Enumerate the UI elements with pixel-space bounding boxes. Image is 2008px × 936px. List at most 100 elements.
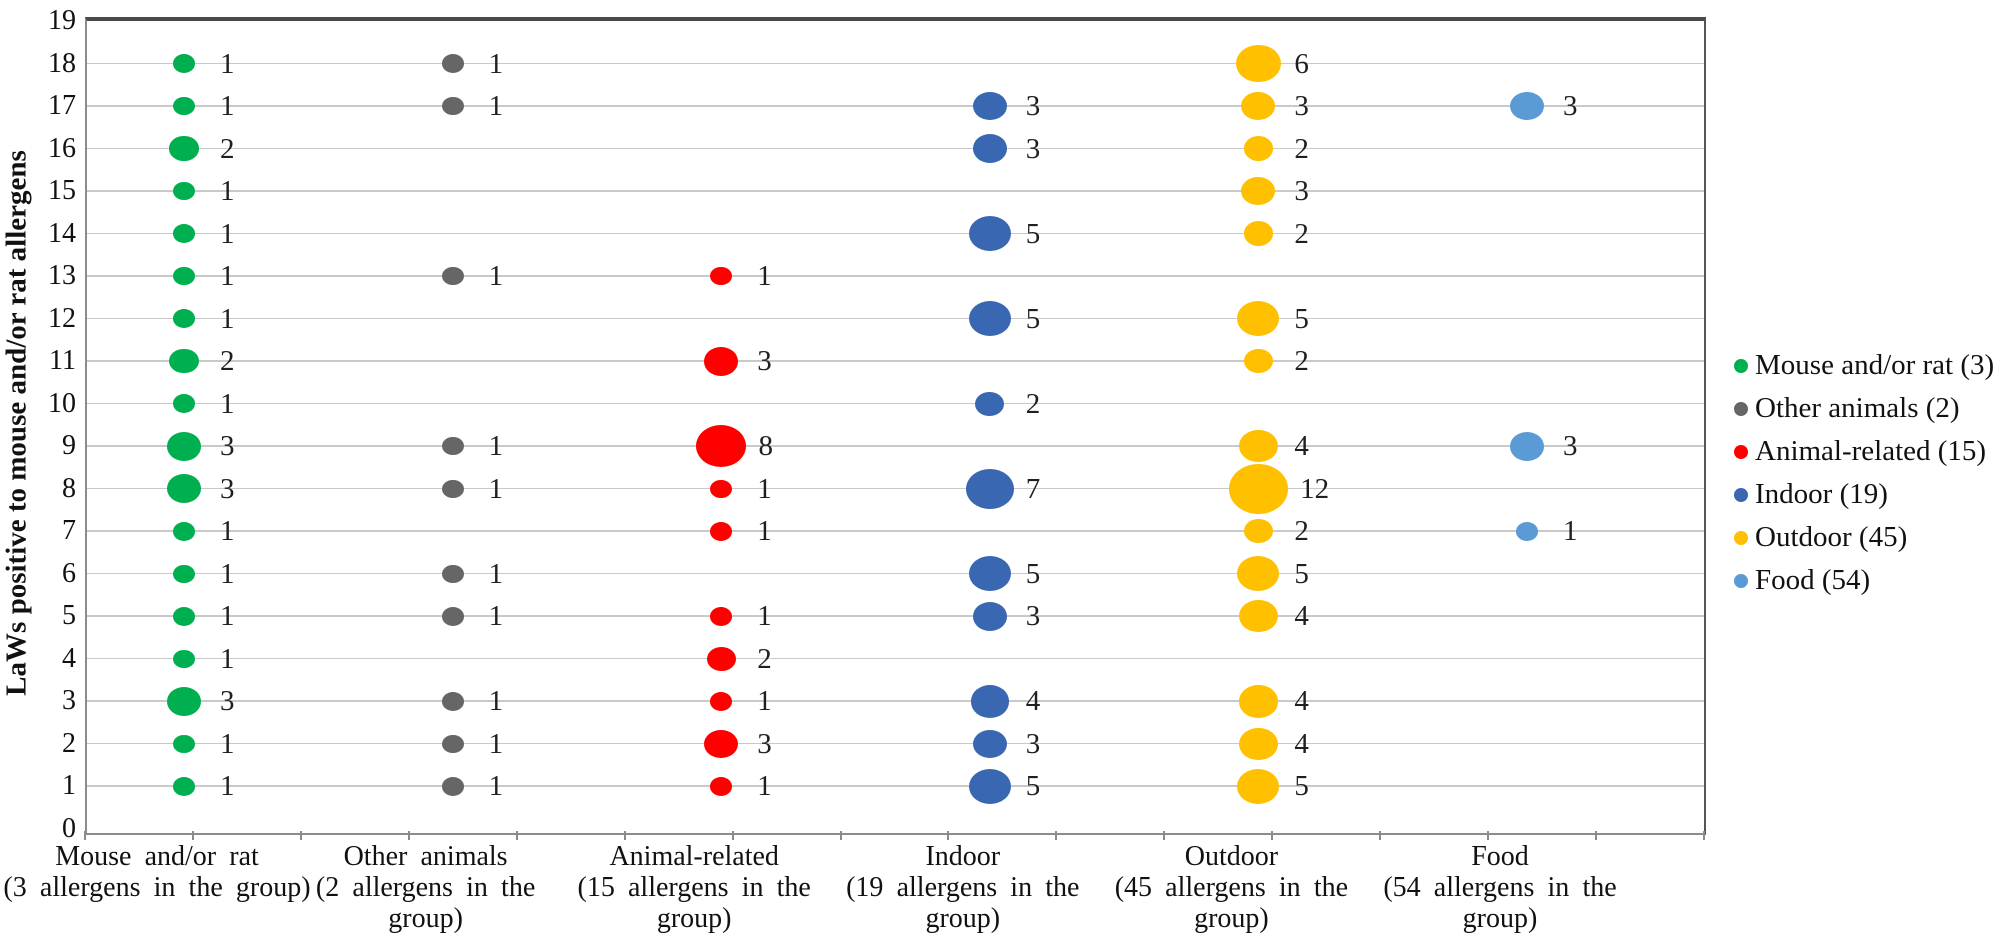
bubble: [173, 522, 195, 541]
bubble: [441, 777, 464, 796]
bubble-value-label: 1: [220, 90, 235, 123]
bubble-value-label: 1: [488, 557, 504, 590]
legend-item: Indoor (19): [1734, 473, 1994, 516]
bubble: [972, 134, 1007, 163]
bubble-value-label: 1: [757, 472, 772, 505]
bubble: [1241, 91, 1276, 121]
legend-label: Food (54): [1755, 564, 1871, 596]
gridline: [87, 700, 1704, 702]
bubble: [706, 646, 736, 672]
x-axis-category-label: Outdoor (45 allergens in the group): [1041, 841, 1421, 934]
legend-item: Animal-related (15): [1734, 430, 1994, 473]
bubble-value-label: 1: [220, 770, 235, 803]
y-axis-tick-label: 1: [62, 770, 76, 802]
x-axis-category-label-line: (54 allergens in the: [1383, 872, 1617, 903]
gridline: [87, 615, 1704, 617]
bubble: [1235, 44, 1281, 83]
bubble-value-label: 5: [1294, 302, 1309, 335]
x-axis-category-label-line: group): [1462, 903, 1538, 934]
legend-item: Outdoor (45): [1734, 516, 1994, 559]
bubble: [1237, 556, 1280, 592]
bubble: [173, 649, 195, 669]
y-axis-tick-label: 3: [62, 685, 76, 717]
bubble-value-label: 2: [1294, 217, 1309, 250]
legend-swatch-icon: [1734, 401, 1748, 416]
bubble-value-label: 1: [757, 600, 772, 633]
x-axis-tick-mark: [623, 831, 626, 840]
bubble-value-label: 1: [488, 430, 504, 463]
legend-label: Animal-related (15): [1755, 435, 1987, 467]
y-axis-tick-label: 16: [48, 132, 76, 164]
bubble: [968, 768, 1011, 805]
y-axis-tick-label: 9: [62, 430, 76, 462]
x-axis-category-label-line: group): [925, 903, 1001, 934]
bubble: [166, 687, 202, 716]
bubble: [1228, 463, 1289, 514]
x-axis-category-label-line: Animal-related: [609, 841, 779, 872]
bubble-value-label: 6: [1294, 47, 1309, 80]
x-axis-category-label-line: Indoor: [925, 841, 1001, 872]
bubble-value-label: 1: [488, 90, 504, 123]
x-axis-category-label-line: (2 allergens in the: [315, 872, 536, 903]
gridline: [87, 147, 1704, 150]
x-axis-tick-mark: [731, 831, 734, 840]
bubble: [968, 301, 1011, 337]
gridline: [87, 62, 1704, 65]
legend: Mouse and/or rat (3) Other animals (2) Ani…: [1734, 344, 1994, 602]
bubble-value-label: 1: [757, 515, 772, 548]
bubble-value-label: 1: [488, 685, 504, 718]
bubble: [710, 266, 733, 286]
bubble-value-label: 1: [220, 260, 235, 293]
bubble-value-label: 1: [488, 770, 504, 803]
legend-swatch-icon: [1734, 573, 1748, 588]
bubble-value-label: 3: [757, 727, 772, 760]
gridline: [87, 360, 1704, 362]
bubble: [166, 431, 202, 461]
bubble-value-label: 4: [1294, 600, 1309, 633]
gridline: [87, 657, 1704, 660]
x-axis-category-label: Other animals (2 allergens in the group): [236, 841, 616, 934]
gridline: [87, 105, 1704, 107]
bubble: [441, 437, 464, 456]
bubble: [169, 349, 199, 374]
bubble-value-label: 2: [1294, 515, 1309, 548]
bubble-value-label: 3: [1025, 90, 1041, 123]
bubble: [441, 96, 464, 116]
bubble: [173, 54, 195, 73]
bubble-value-label: 1: [220, 47, 235, 80]
gridline: [87, 487, 1704, 490]
bubble-value-label: 3: [1294, 90, 1309, 123]
bubble-value-label: 2: [757, 642, 772, 675]
y-axis-tick-label: 6: [62, 557, 76, 589]
bubble-value-label: 4: [1294, 430, 1309, 463]
bubble: [441, 479, 464, 499]
gridline: [87, 785, 1704, 787]
bubble-value-label: 1: [220, 217, 235, 250]
bubble-value-label: 3: [1563, 430, 1578, 463]
bubble: [1516, 522, 1538, 541]
bubble-value-label: 2: [1294, 345, 1309, 378]
legend-item: Other animals (2): [1734, 387, 1994, 430]
bubble-value-label: 5: [1025, 770, 1041, 803]
x-axis-category-label-line: group): [388, 903, 463, 934]
bubble-value-label: 5: [1294, 770, 1309, 803]
bubble: [710, 479, 733, 499]
x-axis-tick-mark: [1703, 831, 1705, 840]
bubble-value-label: 3: [1025, 600, 1041, 633]
gridline: [87, 445, 1704, 447]
bubble-value-label: 3: [220, 685, 235, 718]
bubble: [970, 685, 1009, 718]
bubble-value-label: 3: [1025, 727, 1041, 760]
x-axis-tick-mark: [191, 831, 194, 840]
bubble: [441, 607, 464, 626]
bubble: [441, 266, 464, 286]
bubble-value-label: 1: [220, 557, 235, 590]
bubble-value-label: 1: [488, 600, 504, 633]
bubble: [704, 729, 739, 759]
bubble: [1243, 221, 1273, 246]
bubble: [1243, 519, 1273, 544]
bubble-value-label: 1: [1563, 515, 1578, 548]
legend-item: Mouse and/or rat (3): [1734, 344, 1994, 387]
